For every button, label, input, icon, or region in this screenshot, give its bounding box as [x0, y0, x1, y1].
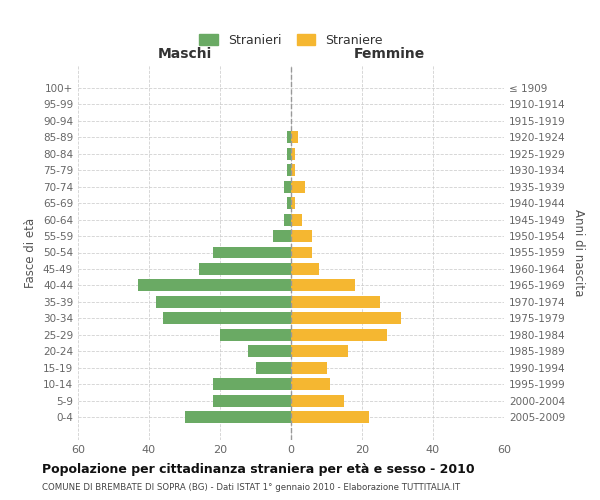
- Bar: [291, 230, 313, 242]
- Bar: [291, 329, 387, 340]
- Bar: [156, 296, 291, 308]
- Bar: [256, 362, 291, 374]
- Bar: [291, 280, 355, 291]
- Bar: [163, 312, 291, 324]
- Bar: [213, 394, 291, 406]
- Bar: [220, 329, 291, 340]
- Bar: [291, 132, 298, 143]
- Bar: [185, 411, 291, 423]
- Bar: [291, 148, 295, 160]
- Bar: [291, 263, 319, 275]
- Bar: [291, 378, 330, 390]
- Bar: [291, 164, 295, 176]
- Text: COMUNE DI BREMBATE DI SOPRA (BG) - Dati ISTAT 1° gennaio 2010 - Elaborazione TUT: COMUNE DI BREMBATE DI SOPRA (BG) - Dati …: [42, 484, 460, 492]
- Bar: [291, 296, 380, 308]
- Bar: [287, 148, 291, 160]
- Bar: [291, 214, 302, 226]
- Bar: [248, 346, 291, 357]
- Bar: [284, 181, 291, 192]
- Text: Popolazione per cittadinanza straniera per età e sesso - 2010: Popolazione per cittadinanza straniera p…: [42, 462, 475, 475]
- Legend: Stranieri, Straniere: Stranieri, Straniere: [196, 30, 386, 50]
- Bar: [291, 197, 295, 209]
- Bar: [291, 181, 305, 192]
- Bar: [273, 230, 291, 242]
- Bar: [213, 378, 291, 390]
- Bar: [291, 246, 313, 258]
- Bar: [287, 197, 291, 209]
- Bar: [291, 362, 326, 374]
- Y-axis label: Fasce di età: Fasce di età: [25, 218, 37, 288]
- Bar: [291, 411, 369, 423]
- Bar: [213, 246, 291, 258]
- Bar: [291, 394, 344, 406]
- Text: Maschi: Maschi: [157, 48, 212, 61]
- Bar: [139, 280, 291, 291]
- Bar: [291, 346, 348, 357]
- Bar: [287, 132, 291, 143]
- Bar: [291, 312, 401, 324]
- Text: Femmine: Femmine: [353, 48, 425, 61]
- Bar: [284, 214, 291, 226]
- Y-axis label: Anni di nascita: Anni di nascita: [572, 209, 585, 296]
- Bar: [199, 263, 291, 275]
- Bar: [287, 164, 291, 176]
